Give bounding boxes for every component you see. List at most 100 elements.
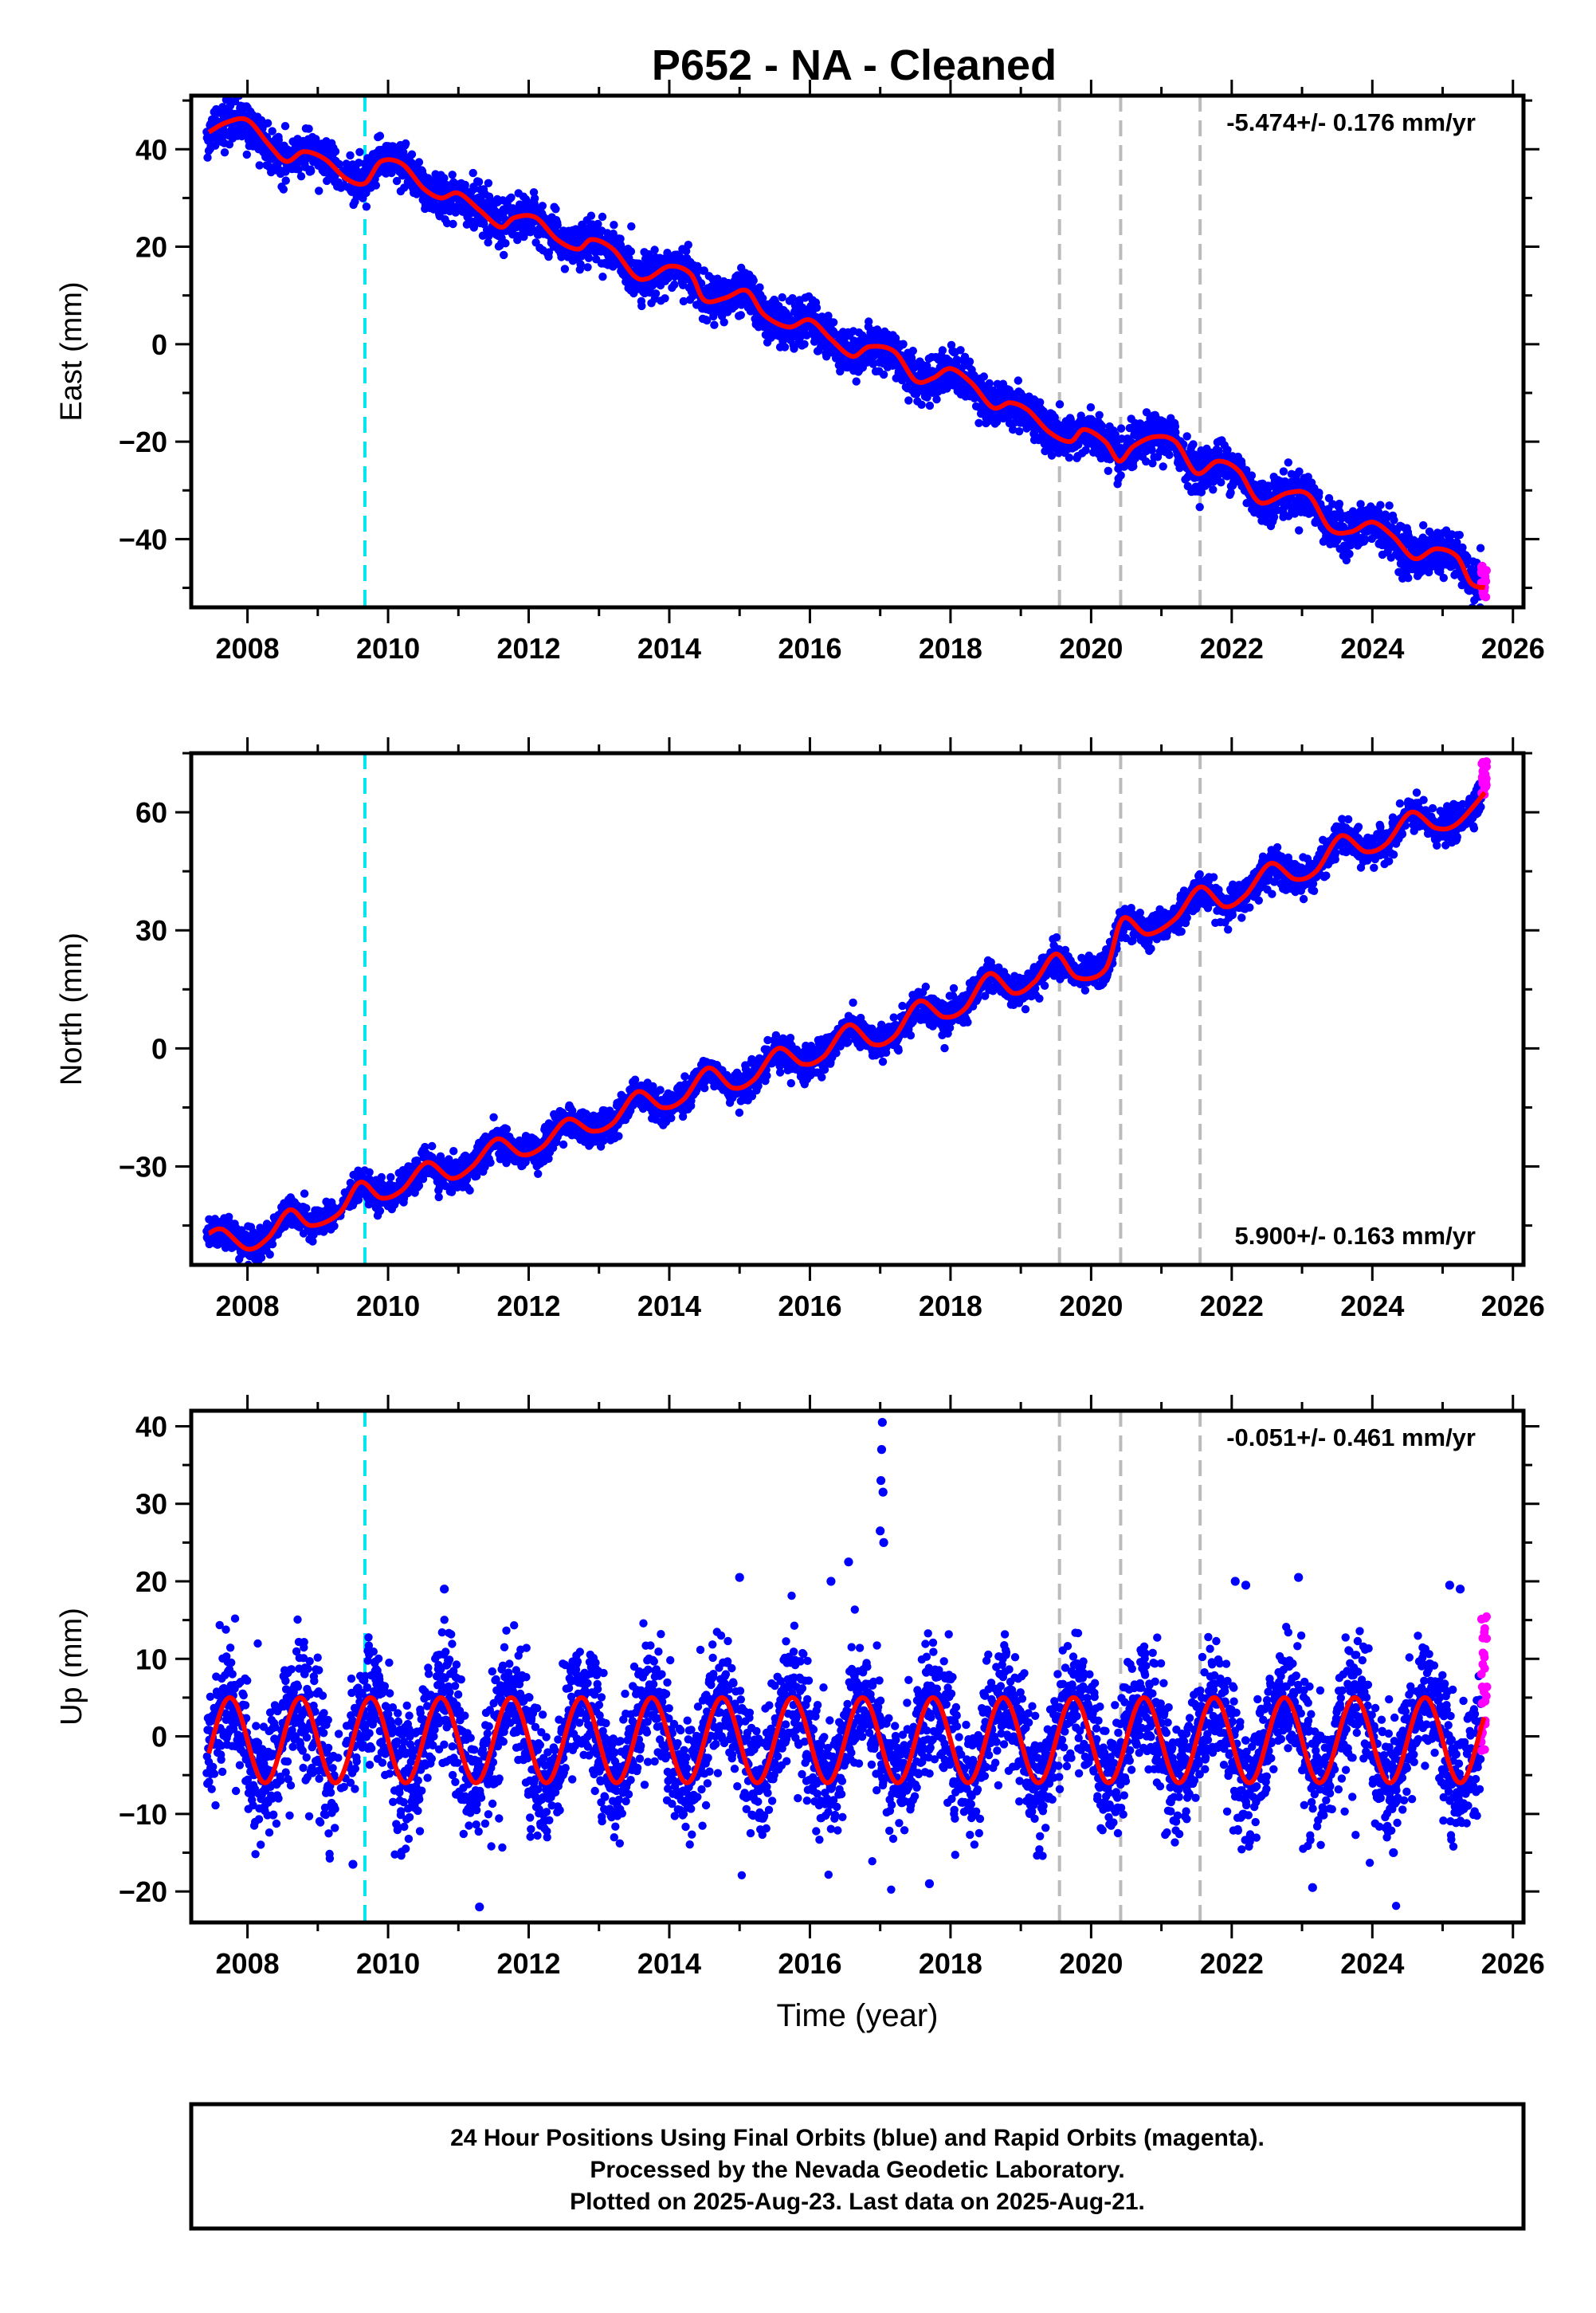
- data-point: [362, 202, 371, 211]
- data-point: [670, 280, 679, 289]
- data-point: [710, 320, 719, 329]
- y-tick-label: 40: [135, 133, 167, 166]
- figure-title: P652 - NA - Cleaned: [652, 41, 1057, 89]
- data-point: [1335, 499, 1344, 509]
- data-point: [1116, 424, 1126, 433]
- data-point: [1195, 503, 1204, 512]
- data-point: [335, 159, 343, 169]
- offset-lines: [363, 753, 1202, 1265]
- x-tick-label: 2024: [1340, 632, 1404, 665]
- data-point: [1165, 450, 1174, 459]
- data-point: [315, 187, 324, 195]
- data-point: [693, 261, 702, 271]
- data-point: [449, 219, 457, 229]
- data-point: [1374, 508, 1383, 516]
- data-point: [979, 372, 989, 381]
- data-point: [800, 340, 809, 348]
- data-point: [474, 178, 484, 187]
- data-point: [530, 194, 539, 203]
- data-point: [375, 132, 385, 140]
- data-point: [703, 316, 712, 325]
- data-point: [1295, 526, 1304, 535]
- data-point: [461, 180, 469, 190]
- data-point: [970, 371, 978, 380]
- rate-label: -5.474+/- 0.176 mm/yr: [1226, 108, 1476, 136]
- data-point: [392, 176, 402, 186]
- data-point: [263, 119, 273, 128]
- data-point: [678, 281, 688, 289]
- data-point: [1217, 478, 1225, 487]
- data-point: [598, 273, 607, 281]
- data-point: [1148, 459, 1157, 468]
- data-point: [651, 289, 661, 298]
- data-point: [304, 124, 313, 133]
- data-point: [778, 293, 786, 302]
- y-tick-label: 20: [135, 231, 167, 264]
- data-point: [932, 395, 941, 404]
- data-point: [965, 357, 974, 366]
- data-point: [560, 265, 570, 273]
- data-point: [484, 179, 493, 187]
- data-point: [268, 127, 276, 135]
- x-tick-label: 2022: [1200, 632, 1264, 665]
- data-point: [307, 167, 316, 175]
- data-point: [544, 248, 554, 257]
- data-point: [974, 418, 983, 427]
- data-point: [371, 181, 380, 190]
- data-point: [650, 245, 659, 254]
- data-point: [637, 301, 646, 311]
- data-point: [829, 318, 838, 327]
- data-point: [812, 303, 822, 312]
- data-point: [879, 370, 888, 379]
- data-point: [484, 238, 492, 247]
- data-point: [1142, 408, 1151, 417]
- data-point: [281, 176, 290, 185]
- data-point: [1361, 535, 1370, 544]
- data-point: [1197, 488, 1206, 497]
- data-point: [952, 355, 961, 364]
- data-point: [865, 317, 873, 326]
- x-tick-label: 2018: [919, 632, 982, 665]
- data-point: [720, 318, 728, 327]
- data-point: [331, 147, 340, 156]
- y-axis-ticks: [175, 99, 1539, 590]
- x-tick-label: 2014: [637, 632, 701, 665]
- data-point: [365, 1168, 374, 1177]
- data-point: [280, 122, 290, 131]
- data-point: [1086, 403, 1096, 412]
- model-fit-line: [207, 116, 1486, 591]
- data-point: [1065, 454, 1074, 462]
- data-point: [584, 253, 594, 262]
- data-point: [1476, 544, 1485, 552]
- data-point: [346, 151, 355, 160]
- data-point: [956, 346, 965, 355]
- data-point: [355, 147, 364, 156]
- data-point: [985, 379, 994, 388]
- y-tick-label: −40: [119, 523, 167, 556]
- data-point: [1182, 432, 1191, 441]
- data-point: [448, 171, 457, 179]
- rapid-orbit-points: [1476, 561, 1491, 602]
- x-tick-label: 2020: [1059, 632, 1123, 665]
- data-point: [1116, 471, 1125, 480]
- data-point: [598, 212, 607, 222]
- data-point: [268, 1239, 277, 1249]
- data-point: [1189, 440, 1198, 449]
- data-point: [1284, 458, 1293, 467]
- x-axis-ticks: [246, 80, 1515, 623]
- data-point: [203, 153, 212, 162]
- data-point: [1036, 398, 1045, 406]
- data-point: [731, 301, 739, 311]
- north-panel: 2008 2010 2012 2014 2016 2018 2020 2022 2024 2026…: [55, 737, 1545, 1322]
- data-point: [594, 219, 602, 229]
- data-point: [402, 139, 410, 148]
- data-point: [1439, 573, 1449, 583]
- data-point: [1159, 462, 1167, 471]
- data-point: [440, 174, 449, 183]
- data-point: [627, 222, 636, 231]
- data-point: [308, 1237, 317, 1246]
- data-point: [1209, 485, 1218, 494]
- data-point: [529, 188, 539, 197]
- east-panel: 2008 2010 2012 2014 2016 2018 2020 2022 2024 2026…: [55, 80, 1545, 665]
- data-point: [869, 359, 878, 368]
